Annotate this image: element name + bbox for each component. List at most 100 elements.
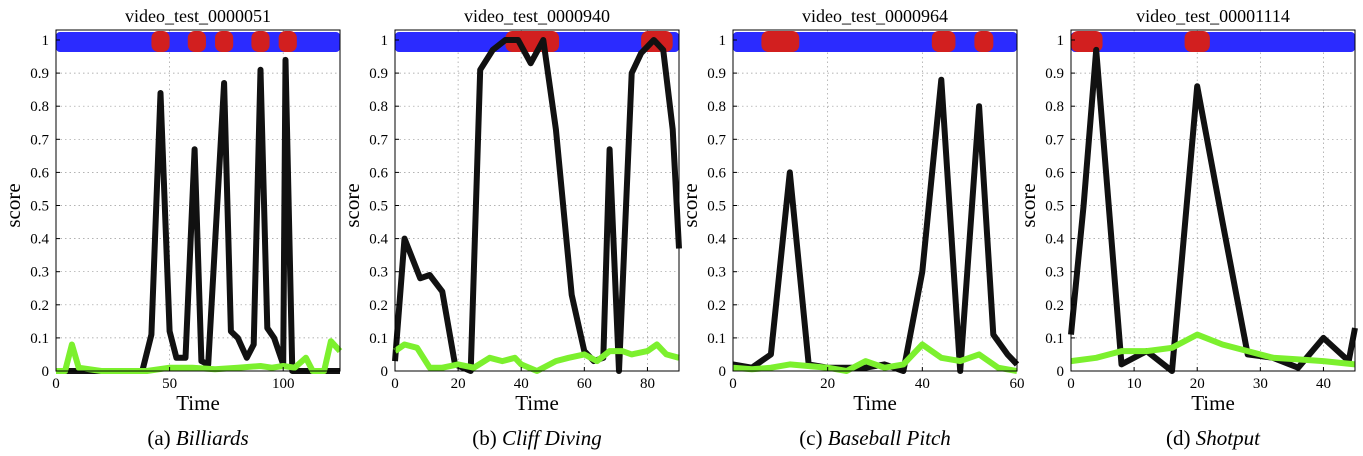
background-segment <box>1071 32 1355 52</box>
y-tick-label: 0.7 <box>707 132 726 148</box>
x-tick-label: 0 <box>729 376 737 392</box>
y-tick-label: 0.9 <box>1045 66 1064 82</box>
y-tick-label: 0 <box>1057 364 1065 380</box>
x-tick-label: 60 <box>577 376 592 392</box>
y-tick-label: 0.4 <box>707 232 726 248</box>
y-tick-label: 0.3 <box>707 265 726 281</box>
chart-title: video_test_00001114 <box>1136 6 1290 26</box>
x-tick-label: 100 <box>272 376 295 392</box>
subfigure-caption: (a) Billiards <box>147 426 248 450</box>
plot-area <box>1071 30 1355 371</box>
x-tick-label: 60 <box>1010 376 1025 392</box>
y-tick-label: 0.8 <box>30 99 49 115</box>
caption-label: (c) <box>799 426 828 450</box>
action-segment <box>151 31 170 52</box>
x-axis-label: Time <box>853 391 897 415</box>
subfigure-caption: (b) Cliff Diving <box>472 426 602 450</box>
y-tick-label: 0.1 <box>369 331 388 347</box>
x-tick-label: 20 <box>820 376 835 392</box>
chart-title: video_test_0000964 <box>802 6 948 26</box>
caption-name: Cliff Diving <box>502 426 602 450</box>
action-segment <box>1071 31 1103 52</box>
action-segment <box>931 31 956 52</box>
axes-frame <box>394 29 680 372</box>
y-tick-label: 0.6 <box>1045 165 1064 181</box>
caption-name: Billiards <box>176 426 249 450</box>
chart-panel: 0 0.1 0.2 0.3 0.4 0.5 0.6 0.7 0.8 0.9 1 0 20 40 60 vide… <box>678 6 1025 450</box>
x-tick-label: 30 <box>1253 376 1268 392</box>
caption-label: (b) <box>472 426 502 450</box>
y-tick-label: 0.6 <box>30 165 49 181</box>
x-axis-label: Time <box>1191 391 1235 415</box>
axes-frame <box>55 29 341 372</box>
y-tick-label: 0.1 <box>30 331 49 347</box>
y-tick-label: 0.9 <box>707 66 726 82</box>
y-tick-label: 0.5 <box>707 199 726 215</box>
caption-name: Shotput <box>1196 426 1261 450</box>
y-tick-label: 0.2 <box>30 298 49 314</box>
x-tick-label: 40 <box>1316 376 1331 392</box>
y-tick-label: 0.8 <box>707 99 726 115</box>
baseline-series-line <box>732 341 1018 374</box>
y-tick-label: 0.4 <box>1045 232 1064 248</box>
y-tick-label: 0.6 <box>707 165 726 181</box>
y-axis-label: score <box>340 183 364 227</box>
action-segment <box>974 31 994 52</box>
y-tick-label: 0.3 <box>1045 265 1064 281</box>
x-tick-label: 0 <box>391 376 399 392</box>
y-tick-label: 1 <box>1057 33 1065 49</box>
x-tick-label: 10 <box>1127 376 1142 392</box>
y-tick-label: 0.8 <box>369 99 388 115</box>
y-tick-label: 0.7 <box>30 132 49 148</box>
y-tick-label: 0.3 <box>369 265 388 281</box>
y-tick-label: 0.2 <box>369 298 388 314</box>
y-tick-label: 1 <box>42 33 50 49</box>
y-tick-label: 0.1 <box>1045 331 1064 347</box>
y-tick-label: 0.8 <box>1045 99 1064 115</box>
action-segment <box>251 31 270 52</box>
x-tick-label: 0 <box>52 376 60 392</box>
caption-label: (a) <box>147 426 176 450</box>
action-segment <box>187 31 206 52</box>
y-tick-label: 0.3 <box>30 265 49 281</box>
chart-title: video_test_0000940 <box>464 6 610 26</box>
axes-frame <box>732 29 1018 372</box>
y-tick-label: 0.7 <box>1045 132 1064 148</box>
y-tick-label: 0.6 <box>369 165 388 181</box>
subfigure-caption: (c) Baseball Pitch <box>799 426 951 450</box>
action-segment <box>278 31 297 52</box>
action-segment <box>1184 31 1210 52</box>
y-tick-label: 0.7 <box>369 132 388 148</box>
x-axis-label: Time <box>176 391 220 415</box>
x-tick-label: 20 <box>1190 376 1205 392</box>
y-tick-label: 0 <box>381 364 389 380</box>
y-axis-label: score <box>1 183 25 227</box>
y-tick-label: 0.4 <box>369 232 388 248</box>
y-tick-label: 0.9 <box>30 66 49 82</box>
y-tick-label: 0.9 <box>369 66 388 82</box>
subfigure-caption: (d) Shotput <box>1166 426 1261 450</box>
x-tick-label: 80 <box>640 376 655 392</box>
score-series-line <box>392 37 682 374</box>
x-tick-label: 20 <box>451 376 466 392</box>
chart-title: video_test_0000051 <box>125 6 271 26</box>
y-tick-label: 0.4 <box>30 232 49 248</box>
score-series-line <box>56 56 340 374</box>
y-tick-label: 1 <box>381 33 389 49</box>
action-segment <box>761 31 800 52</box>
action-segment <box>215 31 234 52</box>
chart-panel: 0 0.1 0.2 0.3 0.4 0.5 0.6 0.7 0.8 0.9 1 0 20 40 60 80 vi… <box>340 6 682 450</box>
y-tick-label: 0 <box>42 364 50 380</box>
y-tick-label: 0.2 <box>707 298 726 314</box>
chart-panel: 00.10.20.30.40.50.60.70.80.910 10 20 30 40vi… <box>1016 6 1358 450</box>
baseline-series-line <box>1070 331 1356 368</box>
y-tick-label: 0 <box>719 364 727 380</box>
caption-label: (d) <box>1166 426 1196 450</box>
y-axis-label: score <box>1016 183 1040 227</box>
chart-panel: 0 0.1 0.2 0.3 0.4 0.5 0.6 0.7 0.8 0.9 1 0 50 100 video… <box>1 6 343 450</box>
x-tick-label: 50 <box>162 376 177 392</box>
caption-name: Baseball Pitch <box>828 426 951 450</box>
x-axis-label: Time <box>515 391 559 415</box>
y-tick-label: 1 <box>719 33 727 49</box>
y-tick-label: 0.5 <box>369 199 388 215</box>
